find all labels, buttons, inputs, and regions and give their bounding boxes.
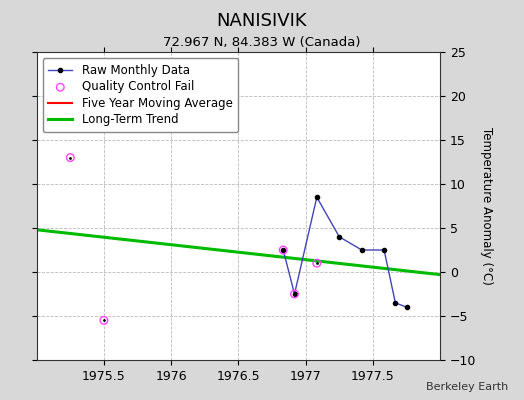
Line: Raw Monthly Data: Raw Monthly Data <box>281 195 409 309</box>
Raw Monthly Data <box>291 292 298 296</box>
Quality Control Fail <box>290 291 299 297</box>
Point <box>279 247 287 253</box>
Raw Monthly Data <box>392 300 399 305</box>
Raw Monthly Data <box>280 248 286 252</box>
Point <box>100 317 108 324</box>
Y-axis label: Temperature Anomaly (°C): Temperature Anomaly (°C) <box>480 127 493 285</box>
Point <box>313 260 321 266</box>
Quality Control Fail <box>100 317 108 324</box>
Raw Monthly Data <box>381 248 387 252</box>
Text: 72.967 N, 84.383 W (Canada): 72.967 N, 84.383 W (Canada) <box>163 36 361 49</box>
Text: NANISIVIK: NANISIVIK <box>217 12 307 30</box>
Raw Monthly Data <box>336 234 343 239</box>
Raw Monthly Data <box>314 195 320 200</box>
Quality Control Fail <box>66 154 74 161</box>
Legend: Raw Monthly Data, Quality Control Fail, Five Year Moving Average, Long-Term Tren: Raw Monthly Data, Quality Control Fail, … <box>42 58 238 132</box>
Text: Berkeley Earth: Berkeley Earth <box>426 382 508 392</box>
Quality Control Fail <box>313 260 321 266</box>
Quality Control Fail <box>279 247 287 253</box>
Point <box>290 291 299 297</box>
Point <box>66 154 74 161</box>
Raw Monthly Data <box>358 248 365 252</box>
Raw Monthly Data <box>403 305 410 310</box>
